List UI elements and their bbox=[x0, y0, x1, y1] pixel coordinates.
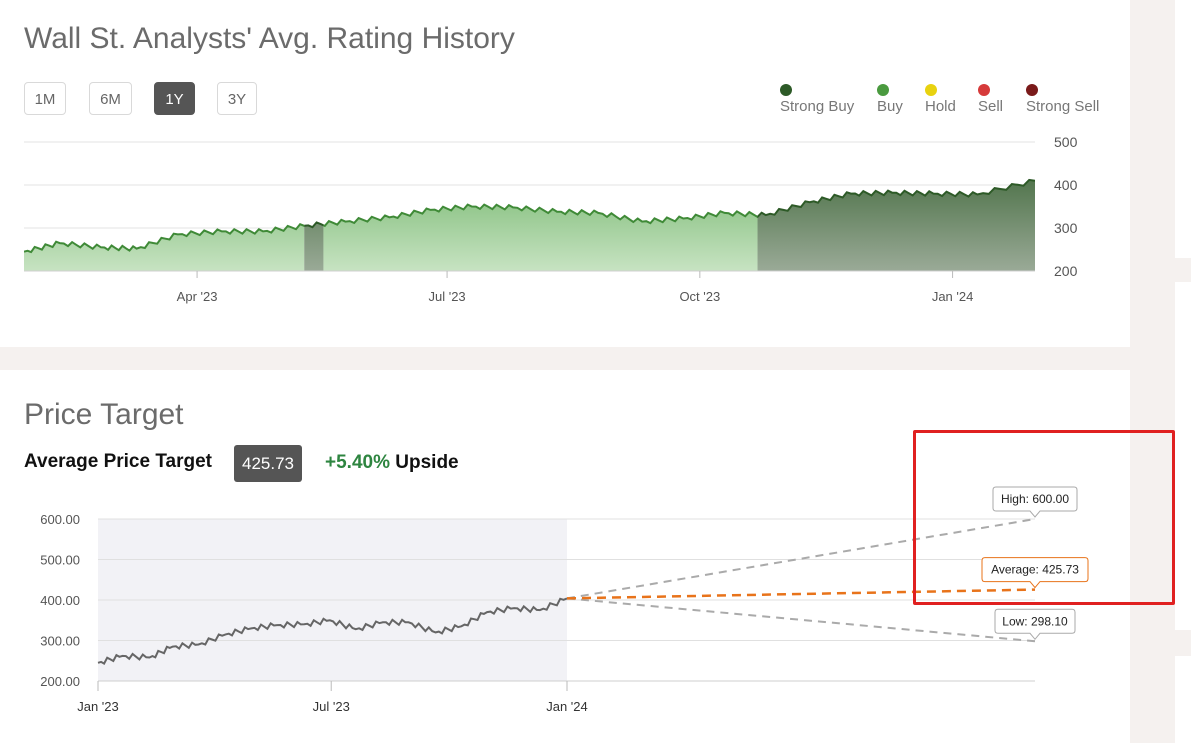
legend-item-hold[interactable]: Hold bbox=[925, 84, 956, 115]
y-tick-label: 200 bbox=[1054, 263, 1078, 279]
legend-item-strong-buy[interactable]: Strong Buy bbox=[780, 84, 854, 115]
x-tick-label: Apr '23 bbox=[177, 289, 218, 304]
legend-dot-icon bbox=[780, 84, 792, 96]
legend-item-strong-sell[interactable]: Strong Sell bbox=[1026, 84, 1099, 115]
rating-history-title: Wall St. Analysts' Avg. Rating History bbox=[24, 22, 515, 55]
right-sidebar-panel bbox=[1175, 282, 1191, 630]
upside-percent: +5.40% bbox=[325, 452, 390, 473]
legend-label: Buy bbox=[877, 98, 903, 115]
y-tick-label: 500 bbox=[1054, 134, 1078, 150]
range-button-1m[interactable]: 1M bbox=[24, 82, 66, 115]
legend-label: Strong Buy bbox=[780, 98, 855, 115]
right-sidebar-panel bbox=[1175, 656, 1191, 743]
x-tick-label: Oct '23 bbox=[679, 289, 720, 304]
right-sidebar-panel bbox=[1175, 0, 1191, 258]
rating-history-chart: 500 400 300 200 Apr '23 Jul '23 Oct '23 Jan '24 bbox=[24, 134, 1078, 304]
rating-area-segment bbox=[323, 179, 758, 271]
legend-item-buy[interactable]: Buy bbox=[877, 84, 903, 115]
upside-word: Upside bbox=[395, 452, 459, 473]
x-tick-label: Jul '23 bbox=[428, 289, 465, 304]
legend-label: Sell bbox=[978, 98, 1004, 115]
price-target-title: Price Target bbox=[24, 398, 184, 431]
range-button-1y[interactable]: 1Y bbox=[154, 82, 195, 115]
rating-area-segment bbox=[757, 179, 1035, 271]
rating-line-segment bbox=[757, 178, 1036, 219]
legend-dot-icon bbox=[978, 84, 990, 96]
legend-dot-icon bbox=[877, 84, 889, 96]
y-tick-label: 300 bbox=[1054, 220, 1078, 236]
rating-line-segment bbox=[24, 223, 305, 254]
average-price-target-label: Average Price Target bbox=[24, 451, 212, 472]
rating-area-segment bbox=[24, 179, 305, 271]
upside-text: +5.40% Upside bbox=[325, 452, 459, 474]
average-price-target-badge: 425.73 bbox=[234, 445, 302, 482]
legend-dot-icon bbox=[925, 84, 937, 96]
y-tick-label: 400 bbox=[1054, 177, 1078, 193]
legend-item-sell[interactable]: Sell bbox=[978, 84, 1003, 115]
rating-area-segment bbox=[304, 179, 324, 271]
legend-label: Hold bbox=[925, 98, 956, 115]
highlight-box bbox=[913, 430, 1175, 605]
legend-label: Strong Sell bbox=[1026, 98, 1100, 115]
range-button-3y[interactable]: 3Y bbox=[217, 82, 257, 115]
rating-history-card: Wall St. Analysts' Avg. Rating History 1… bbox=[0, 0, 1130, 347]
legend-dot-icon bbox=[1026, 84, 1038, 96]
range-button-6m[interactable]: 6M bbox=[89, 82, 132, 115]
rating-line-segment bbox=[323, 203, 758, 228]
x-tick-label: Jan '24 bbox=[932, 289, 974, 304]
